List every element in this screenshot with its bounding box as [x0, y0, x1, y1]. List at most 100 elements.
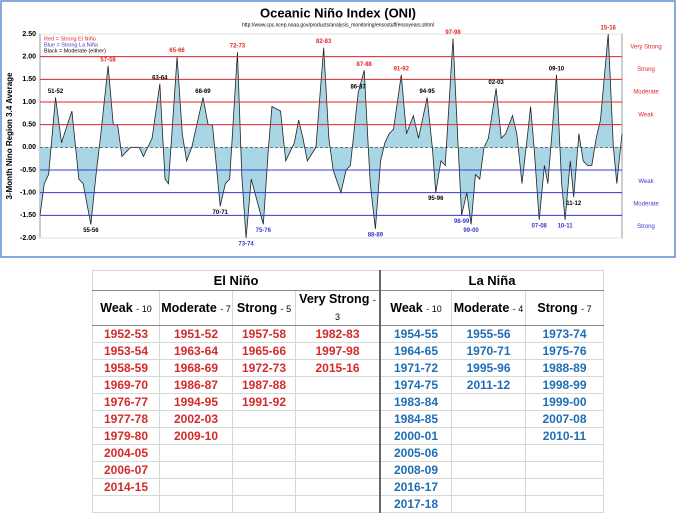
peak-label: 63-64: [152, 75, 168, 81]
empty-cell: [295, 427, 381, 445]
empty-cell: [232, 478, 296, 496]
peak-label: 10-11: [558, 223, 574, 229]
column-header: Strong - 7: [525, 290, 604, 326]
y-tick-label: -2.00: [20, 235, 36, 242]
column-count: - 10: [136, 303, 152, 314]
peak-label: 72-73: [230, 44, 246, 50]
year-cell: 2009-10: [159, 427, 233, 445]
y-tick-label: -0.50: [20, 167, 36, 174]
table-row: 2017-18: [92, 495, 604, 513]
peak-label: 97-98: [445, 30, 461, 36]
column-count: - 5: [280, 303, 292, 314]
year-cell: 2007-08: [525, 410, 604, 428]
column-name: Weak: [390, 300, 423, 315]
year-cell: 2016-17: [379, 478, 452, 496]
column-header: Weak - 10: [379, 290, 452, 326]
empty-cell: [232, 444, 296, 462]
year-cell: 1965-66: [232, 342, 296, 360]
peak-label: 15-16: [601, 26, 617, 32]
year-cell: 2000-01: [379, 427, 452, 445]
area-fill: [40, 34, 622, 238]
empty-cell: [525, 461, 604, 479]
column-name: Weak: [100, 300, 133, 315]
year-cell: 1979-80: [92, 427, 160, 445]
peak-label: 65-66: [169, 48, 185, 54]
empty-cell: [525, 495, 604, 513]
y-tick-label: 0.50: [22, 122, 36, 129]
empty-cell: [159, 495, 233, 513]
table-row: 1958-59 1968-69 1972-73 2015-16 1971-72 1995-…: [92, 359, 604, 377]
table-row: 2006-07 2008-09: [92, 461, 604, 479]
column-count: - 7: [581, 303, 592, 314]
year-cell: 1952-53: [92, 325, 160, 343]
empty-cell: [451, 478, 526, 496]
table-row: 1952-53 1951-52 1957-58 1982-83 1954-55 1955-…: [92, 325, 604, 343]
table-row: 1977-78 2002-03 1984-85 2007-08: [92, 410, 604, 428]
year-cell: 1977-78: [92, 410, 160, 428]
peak-label: 55-56: [83, 228, 99, 234]
year-cell: 1998-99: [525, 376, 604, 394]
year-cell: 1971-72: [379, 359, 452, 377]
year-cell: 1955-56: [451, 325, 526, 343]
column-name: Moderate: [161, 300, 217, 315]
column-count: - 10: [426, 303, 442, 314]
area-line: [39, 33, 623, 239]
column-header: Moderate - 7: [159, 290, 233, 326]
column-name: Moderate: [453, 300, 510, 315]
peak-label: 68-69: [195, 89, 211, 95]
year-cell: 1953-54: [92, 342, 160, 360]
year-cell: 1976-77: [92, 393, 160, 411]
column-count: - 7: [220, 303, 231, 314]
year-cell: 1963-64: [159, 342, 233, 360]
year-cell: 1974-75: [379, 376, 452, 394]
year-cell: 1970-71: [451, 342, 526, 360]
peak-label: 82-83: [316, 39, 332, 45]
group-title: La Niña: [379, 270, 604, 291]
peak-label: 94-95: [419, 89, 435, 95]
year-cell: 2004-05: [92, 444, 160, 462]
empty-cell: [92, 495, 160, 513]
y-axis-title: 3-Month Nino Region 3.4 Average: [5, 72, 14, 200]
legend-note: Blue = Strong La Niña: [44, 42, 99, 48]
year-cell: 1972-73: [232, 359, 296, 377]
peak-label: 88-89: [368, 233, 384, 239]
peak-label: 02-03: [488, 80, 504, 86]
empty-cell: [232, 427, 296, 445]
year-cell: 2006-07: [92, 461, 160, 479]
year-cell: 1991-92: [232, 393, 296, 411]
header-row: Weak - 10 Moderate - 7 Strong - 5 Very Stro…: [92, 290, 604, 326]
column-header: Very Strong - 3: [295, 290, 381, 326]
y-tick-label: -1.50: [20, 212, 36, 219]
year-cell: 1988-89: [525, 359, 604, 377]
empty-cell: [159, 478, 233, 496]
table-row: 1953-54 1963-64 1965-66 1997-98 1964-65 1970-…: [92, 342, 604, 360]
peak-label: 07-08: [532, 223, 548, 229]
enso-table: El Niño La Niña Weak - 10 Moderate - 7 Stron…: [92, 270, 604, 513]
legend-note: Red = Strong El Niño: [44, 36, 96, 42]
threshold-label: Weak: [638, 179, 654, 185]
table-row: 1969-70 1986-87 1987-88 1974-75 2011-12 1998-…: [92, 376, 604, 394]
threshold-label: Very Strong: [630, 44, 661, 50]
year-cell: 2014-15: [92, 478, 160, 496]
year-cell: 1973-74: [525, 325, 604, 343]
empty-cell: [295, 478, 381, 496]
column-name: Very Strong: [299, 292, 370, 306]
year-cell: 2017-18: [379, 495, 452, 513]
year-cell: 2015-16: [295, 359, 381, 377]
y-tick-label: -1.00: [20, 190, 36, 197]
peak-label: 57-58: [100, 57, 116, 63]
column-header: Moderate - 4: [451, 290, 526, 326]
chart-title: Oceanic Niño Index (ONI): [260, 5, 416, 20]
year-cell: 1958-59: [92, 359, 160, 377]
empty-cell: [295, 444, 381, 462]
peak-label: 95-96: [428, 196, 444, 202]
empty-cell: [451, 427, 526, 445]
year-cell: 2010-11: [525, 427, 604, 445]
year-cell: 1999-00: [525, 393, 604, 411]
year-cell: 1957-58: [232, 325, 296, 343]
year-cell: 1997-98: [295, 342, 381, 360]
year-cell: 1964-65: [379, 342, 452, 360]
empty-cell: [232, 461, 296, 479]
year-cell: 1984-85: [379, 410, 452, 428]
empty-cell: [451, 444, 526, 462]
